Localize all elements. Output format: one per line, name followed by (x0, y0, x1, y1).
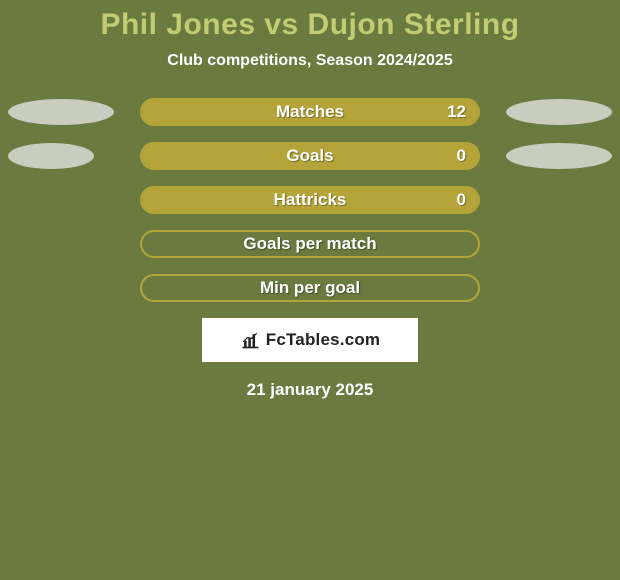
stat-bar: Goals0 (140, 142, 480, 170)
stat-label: Matches (142, 102, 478, 122)
stat-label: Goals per match (142, 234, 478, 254)
stat-row: Matches12 (0, 98, 620, 126)
stat-row: Hattricks0 (0, 186, 620, 214)
stat-bar: Goals per match (140, 230, 480, 258)
stats-chart: Matches12Goals0Hattricks0Goals per match… (0, 98, 620, 302)
snapshot-date: 21 january 2025 (0, 380, 620, 400)
stat-value-right: 0 (457, 190, 466, 210)
player-left-ellipse (8, 143, 94, 169)
bar-chart-icon (240, 330, 260, 350)
stat-label: Hattricks (142, 190, 478, 210)
player-left-ellipse (8, 99, 114, 125)
stat-bar: Matches12 (140, 98, 480, 126)
stat-row: Goals0 (0, 142, 620, 170)
stat-label: Min per goal (142, 278, 478, 298)
player-right-ellipse (506, 143, 612, 169)
player-right-ellipse (506, 99, 612, 125)
logo-badge[interactable]: FcTables.com (202, 318, 418, 362)
stat-bar: Hattricks0 (140, 186, 480, 214)
comparison-card: Phil Jones vs Dujon Sterling Club compet… (0, 0, 620, 580)
logo-text: FcTables.com (266, 330, 381, 350)
subtitle: Club competitions, Season 2024/2025 (0, 52, 620, 70)
stat-label: Goals (142, 146, 478, 166)
stat-value-right: 0 (457, 146, 466, 166)
stat-row: Goals per match (0, 230, 620, 258)
stat-row: Min per goal (0, 274, 620, 302)
stat-bar: Min per goal (140, 274, 480, 302)
stat-value-right: 12 (447, 102, 466, 122)
page-title: Phil Jones vs Dujon Sterling (0, 0, 620, 42)
